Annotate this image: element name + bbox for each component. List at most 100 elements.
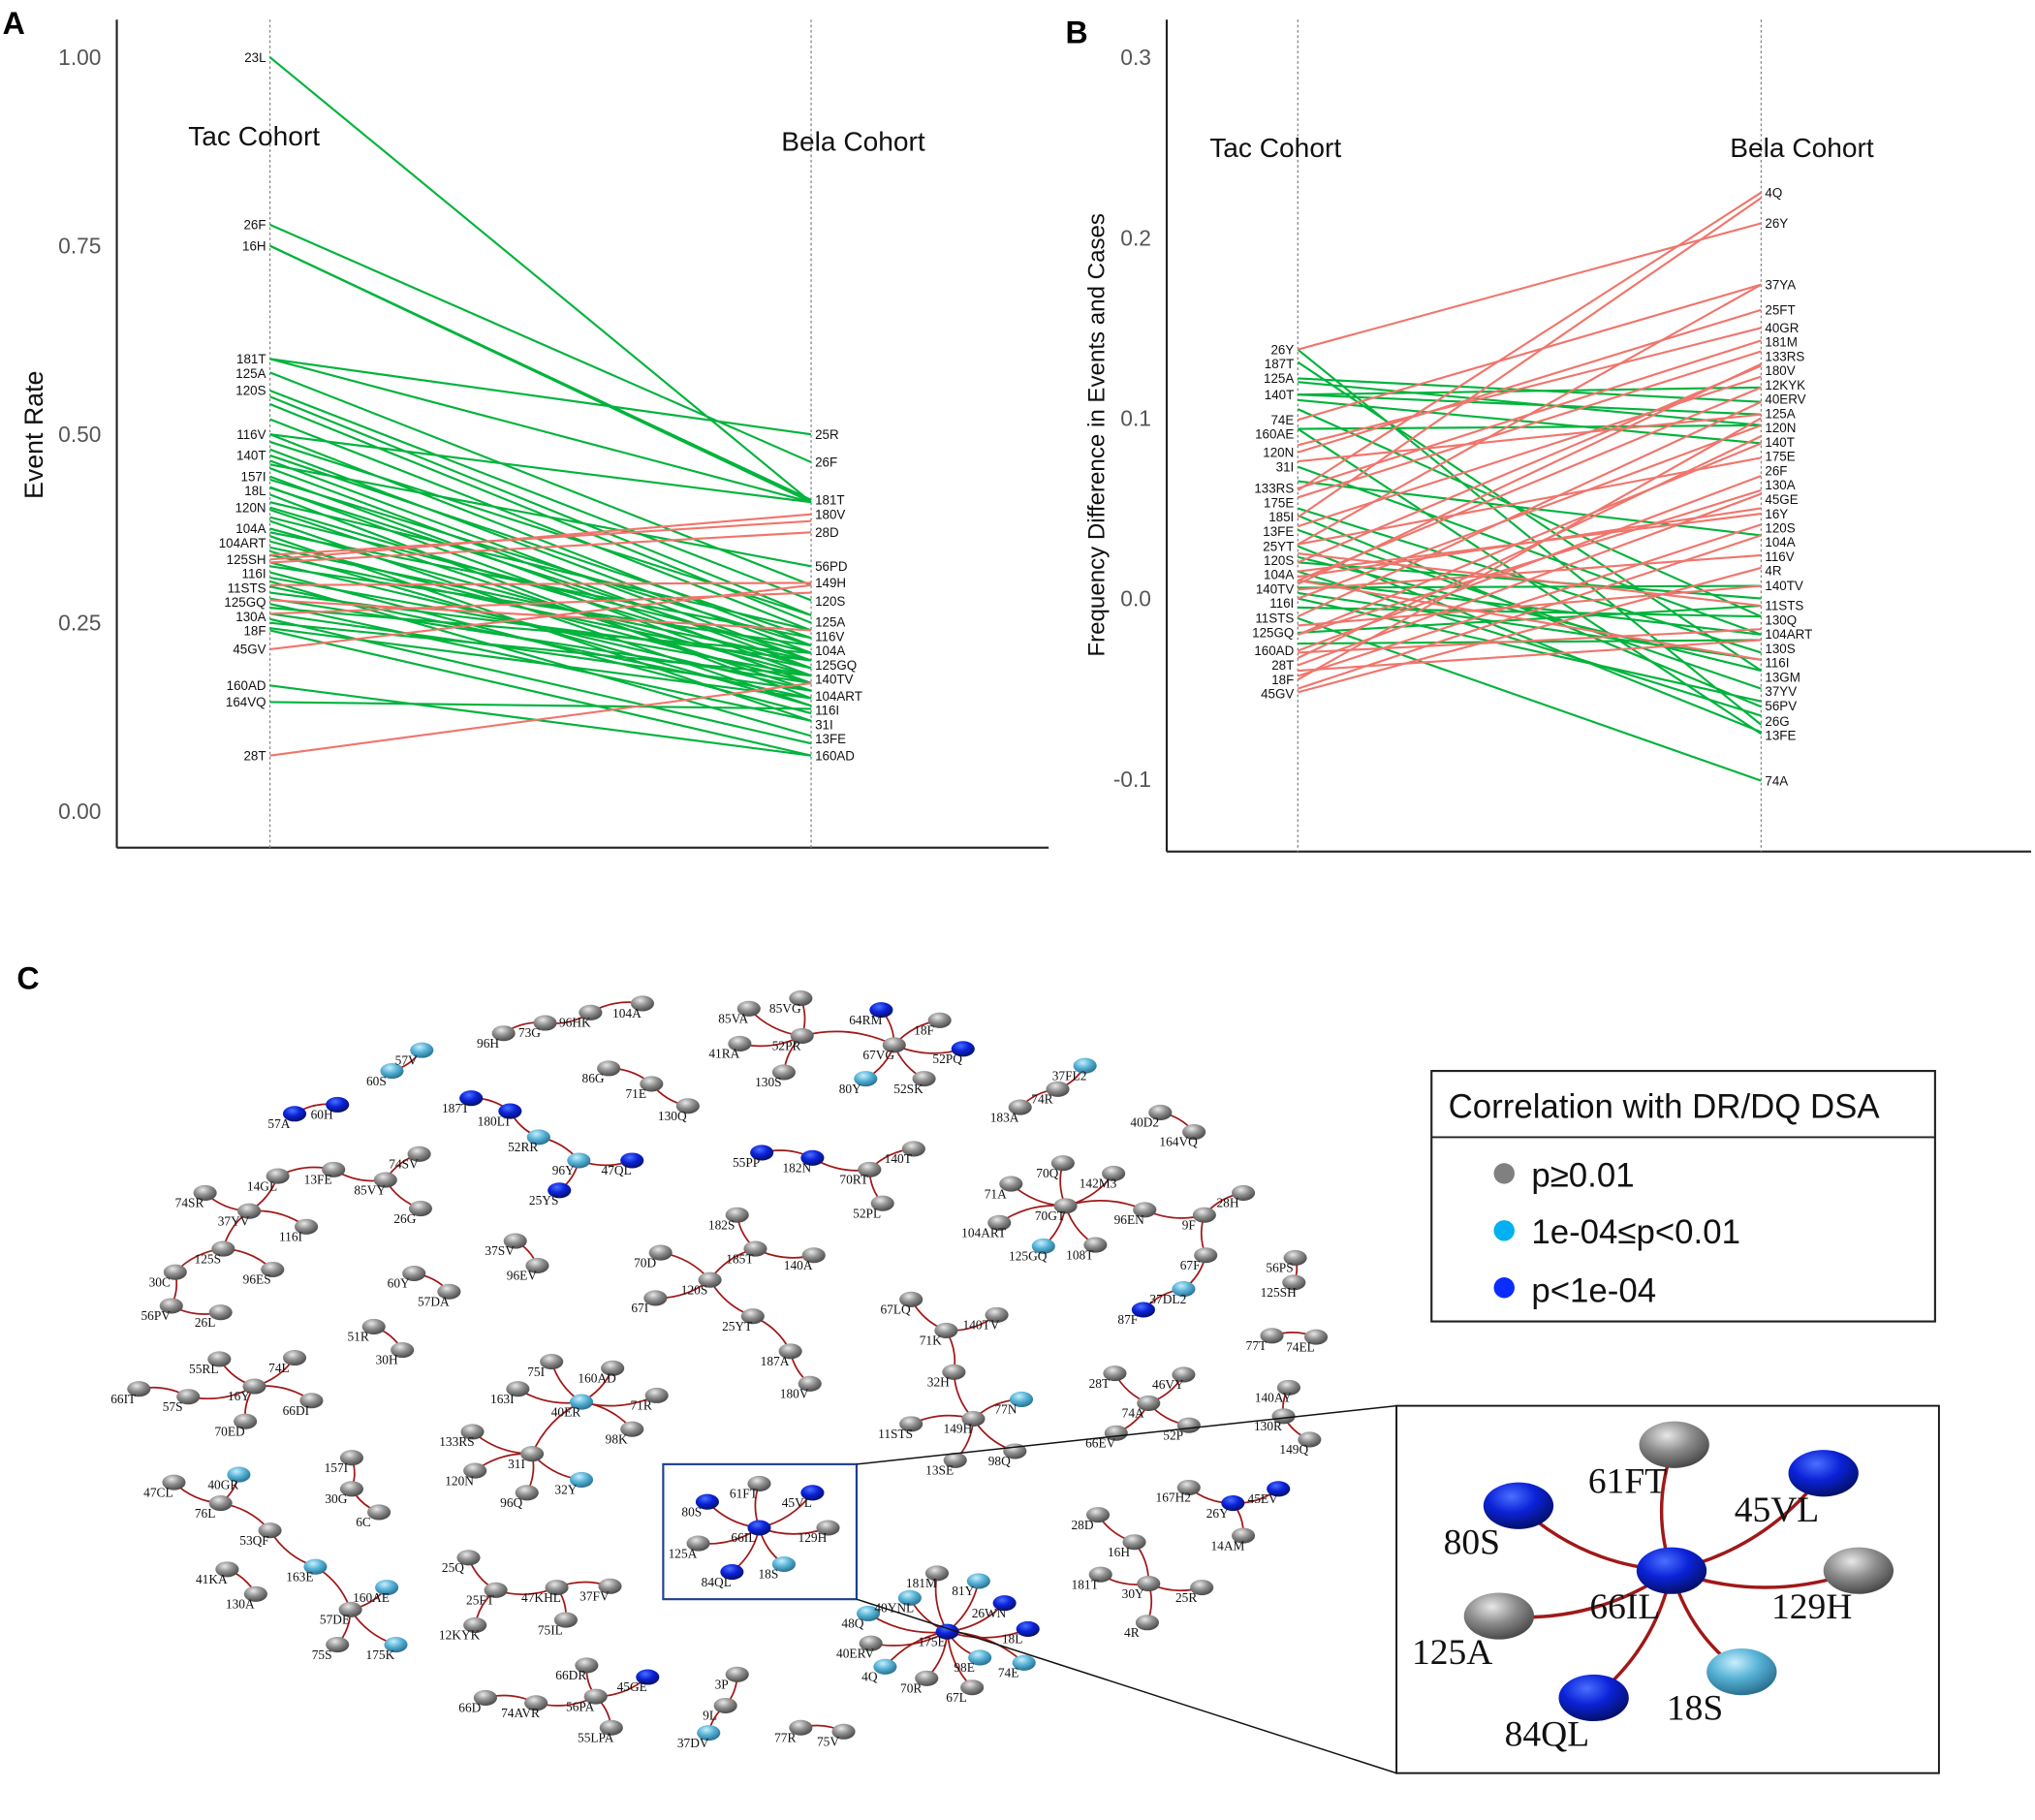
- bela-point-label: 12KYK: [1765, 378, 1805, 392]
- slope-line-decrease: [1298, 386, 1762, 396]
- network-node-label: 180V: [780, 1387, 809, 1401]
- network-node-label: 48Q: [841, 1616, 863, 1631]
- slope-line-decrease: [269, 358, 812, 504]
- network-node-gray: [740, 1308, 765, 1325]
- network-node-label: 116I: [279, 1230, 302, 1244]
- tac-point-label: 140T: [236, 449, 266, 463]
- network-node-label: 96EN: [1114, 1212, 1145, 1227]
- network-node-gray: [1133, 1202, 1157, 1218]
- bela-point-label: 140TV: [815, 673, 853, 687]
- tac-point-label: 104A: [1264, 568, 1294, 582]
- network-node-label: 70ED: [214, 1424, 245, 1438]
- bela-point-label: 37YA: [1765, 277, 1796, 292]
- slope-line-increase: [1297, 191, 1762, 491]
- network-node-gray: [533, 1015, 557, 1031]
- tac-point-label: 74E: [1270, 413, 1294, 427]
- network-node-label: 41KA: [196, 1572, 228, 1586]
- network-node-label: 32Y: [554, 1483, 577, 1497]
- legend-label-mid: 1e-04≤p<0.01: [1531, 1213, 1740, 1251]
- network-node-mid: [227, 1466, 251, 1483]
- network-node-gray: [801, 1247, 826, 1264]
- network-node-gray: [208, 1304, 233, 1321]
- network-node-gray: [463, 1462, 487, 1479]
- network-node-gray: [176, 1389, 201, 1405]
- network-node-label: 14AM: [1210, 1538, 1244, 1553]
- network-node-gray: [1103, 1365, 1127, 1382]
- network-node-label: 85VG: [769, 1001, 801, 1016]
- network-node-label: 45EV: [1248, 1491, 1279, 1506]
- network-node-mid: [1706, 1648, 1777, 1696]
- network-node-label: 40GR: [207, 1477, 238, 1491]
- network-cluster: 28D 16H 181T 30Y 25R 4R: [1071, 1507, 1214, 1640]
- network-node-label: 18S: [758, 1567, 778, 1582]
- network-node-gray: [912, 1071, 936, 1087]
- zoom-callout: 61FT 45VL 80S 66IL 129H 125A 18S 84QL: [662, 1404, 1940, 1774]
- network-node-gray: [858, 1161, 882, 1177]
- network-node-label: 26Y: [1206, 1506, 1229, 1521]
- bela-point-label: 116I: [1765, 656, 1789, 671]
- network-node-label: 130Q: [658, 1109, 687, 1123]
- network-node-high: [800, 1485, 825, 1501]
- bela-point-label: 56PV: [1765, 699, 1797, 713]
- network-node-label: 16H: [1108, 1545, 1130, 1559]
- network-node-label: 56PA: [566, 1699, 595, 1713]
- bela-point-label: 28D: [815, 525, 839, 540]
- bela-point-label: 37YV: [1765, 684, 1797, 699]
- network-node-label: 30G: [325, 1491, 347, 1506]
- slope-line-increase: [1297, 350, 1762, 499]
- network-node-gray: [338, 1601, 362, 1617]
- tac-point-label: 140T: [1265, 388, 1295, 402]
- network-node-gray: [736, 1000, 761, 1017]
- tac-point-label: 11STS: [228, 581, 266, 595]
- bela-point-label: 25R: [815, 427, 839, 442]
- network-node-label: 70R: [900, 1681, 922, 1696]
- slope-line-increase: [1298, 413, 1762, 463]
- network-cluster: 187T 180LT 52RR 96Y 47QL 25YS: [442, 1090, 644, 1208]
- bela-point-label: 104ART: [815, 689, 862, 704]
- network-node-label: 52P: [1163, 1428, 1183, 1442]
- bela-point-label: 40GR: [1765, 321, 1799, 335]
- tac-point-label: 140TV: [1256, 581, 1294, 596]
- network-node-label: 4R: [1124, 1625, 1140, 1640]
- network-node-high: [695, 1493, 719, 1510]
- network-node-gray: [789, 1719, 813, 1736]
- network-node-label: 96Y: [552, 1163, 575, 1177]
- network-node-gray: [339, 1450, 363, 1466]
- network-node-label: 80S: [681, 1504, 702, 1519]
- network-node-label: 130A: [226, 1597, 255, 1612]
- tac-point-label: 120S: [1264, 553, 1294, 568]
- network-node-gray: [1148, 1104, 1173, 1120]
- network-node-gray: [1303, 1329, 1329, 1345]
- slope-line-decrease: [269, 448, 812, 654]
- network-node-gray: [391, 1341, 415, 1359]
- network-cluster: 96H 73G 96HK 104A: [477, 995, 654, 1051]
- tac-point-label: 116V: [236, 427, 266, 442]
- network-node-gray: [597, 1060, 621, 1077]
- network-node-label: 80Y: [839, 1082, 861, 1096]
- network-node-high: [548, 1182, 572, 1199]
- slope-line-increase: [1297, 400, 1762, 618]
- network-node-label: 40YNL: [874, 1601, 914, 1616]
- network-cluster: 181M 81Y 40YNL 26WN 48Q 175E 18L 40ERV 98E 74E 4Q 7…: [836, 1565, 1040, 1705]
- panel-label-c: C: [16, 961, 39, 996]
- slope-line-decrease: [269, 358, 812, 436]
- network-node-high: [992, 1595, 1017, 1612]
- network-node-high: [620, 1152, 644, 1169]
- slope-line-decrease: [269, 390, 812, 602]
- network-node-gray: [1008, 1099, 1032, 1115]
- network-node-label: 67I: [631, 1301, 648, 1315]
- network-node-gray: [985, 1306, 1009, 1323]
- slope-line-decrease: [269, 493, 812, 700]
- network-node-gray: [460, 1424, 485, 1440]
- y-tick-label: 0.00: [58, 799, 101, 824]
- slope-line-increase: [1298, 628, 1762, 654]
- slope-line-decrease: [1297, 545, 1762, 734]
- network-node-mid: [697, 1725, 721, 1742]
- network-node-label: 25R: [1175, 1590, 1197, 1605]
- y-tick-label: 0.50: [58, 422, 101, 447]
- network-node-label: 61FT: [1588, 1461, 1667, 1501]
- chart-b-frequency-difference: 0.3 0.2 0.1 0.0 -0.1 Frequency Difference in …: [1084, 19, 2031, 853]
- network-node-gray: [408, 1201, 432, 1217]
